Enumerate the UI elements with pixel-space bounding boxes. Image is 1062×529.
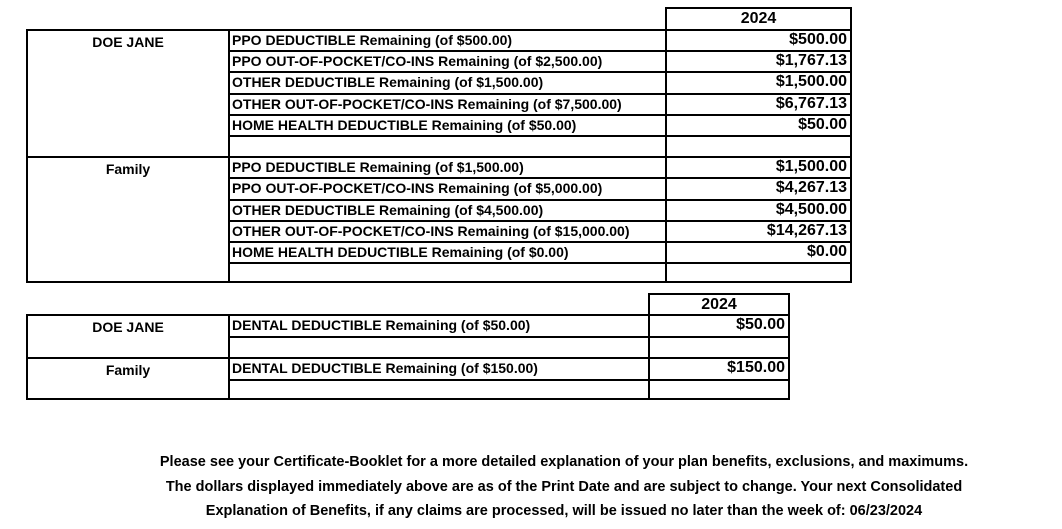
benefit-amount-cell: $0.00 bbox=[665, 240, 852, 263]
benefit-amount-cell bbox=[665, 134, 852, 157]
benefit-amount-cell: $50.00 bbox=[648, 314, 790, 336]
member-name-cell: DOE JANE bbox=[26, 314, 228, 357]
benefit-description-cell bbox=[228, 335, 648, 357]
member-name-cell: Family bbox=[26, 156, 228, 284]
benefit-description-cell bbox=[228, 262, 665, 284]
benefit-amount-cell: $50.00 bbox=[665, 113, 852, 135]
dental-year-header: 2024 bbox=[648, 293, 790, 314]
medical-benefits-table: 2024 DOE JANE Family PPO DEDUCTIBLE Rema… bbox=[26, 7, 852, 284]
benefit-description-cell: OTHER OUT-OF-POCKET/CO-INS Remaining (of… bbox=[228, 92, 665, 114]
benefit-amount-cell: $4,500.00 bbox=[665, 198, 852, 220]
benefit-description-cell: DENTAL DEDUCTIBLE Remaining (of $50.00) bbox=[228, 314, 648, 336]
footer-line: Explanation of Benefits, if any claims a… bbox=[205, 503, 923, 519]
benefit-amount-cell: $1,767.13 bbox=[665, 50, 852, 72]
member-name-cell: DOE JANE bbox=[26, 29, 228, 157]
benefit-amount-cell bbox=[648, 335, 790, 357]
benefit-description-cell: HOME HEALTH DEDUCTIBLE Remaining (of $0.… bbox=[228, 240, 665, 263]
benefit-amount-cell: $14,267.13 bbox=[665, 219, 852, 241]
benefit-description-cell bbox=[228, 134, 665, 157]
footer-line: Please see your Certificate-Booklet for … bbox=[159, 454, 969, 470]
footer-disclaimer: Please see your Certificate-Booklet for … bbox=[66, 450, 1062, 524]
medical-year-header: 2024 bbox=[665, 7, 852, 29]
benefit-amount-cell bbox=[648, 378, 790, 400]
member-name-cell: Family bbox=[26, 357, 228, 400]
benefit-amount-cell: $150.00 bbox=[648, 357, 790, 379]
benefit-description-cell: PPO OUT-OF-POCKET/CO-INS Remaining (of $… bbox=[228, 177, 665, 199]
benefit-amount-cell: $1,500.00 bbox=[665, 71, 852, 93]
benefit-amount-cell: $500.00 bbox=[665, 29, 852, 51]
benefit-description-cell: HOME HEALTH DEDUCTIBLE Remaining (of $50… bbox=[228, 113, 665, 135]
benefit-description-cell: DENTAL DEDUCTIBLE Remaining (of $150.00) bbox=[228, 357, 648, 379]
footer-line: The dollars displayed immediately above … bbox=[165, 478, 963, 495]
benefit-description-cell: OTHER DEDUCTIBLE Remaining (of $1,500.00… bbox=[228, 71, 665, 93]
benefit-description-cell: OTHER OUT-OF-POCKET/CO-INS Remaining (of… bbox=[228, 219, 665, 241]
benefit-description-cell: PPO DEDUCTIBLE Remaining (of $1,500.00) bbox=[228, 156, 665, 178]
benefit-description-cell: OTHER DEDUCTIBLE Remaining (of $4,500.00… bbox=[228, 198, 665, 220]
benefit-amount-cell: $4,267.13 bbox=[665, 177, 852, 199]
dental-benefits-table: 2024 DOE JANE Family DENTAL DEDUCTIBLE R… bbox=[26, 293, 790, 400]
benefit-amount-cell: $1,500.00 bbox=[665, 156, 852, 178]
benefit-amount-cell: $6,767.13 bbox=[665, 92, 852, 114]
benefit-description-cell: PPO DEDUCTIBLE Remaining (of $500.00) bbox=[228, 29, 665, 51]
benefit-amount-cell bbox=[665, 262, 852, 284]
benefit-description-cell: PPO OUT-OF-POCKET/CO-INS Remaining (of $… bbox=[228, 50, 665, 72]
benefit-description-cell bbox=[228, 378, 648, 400]
